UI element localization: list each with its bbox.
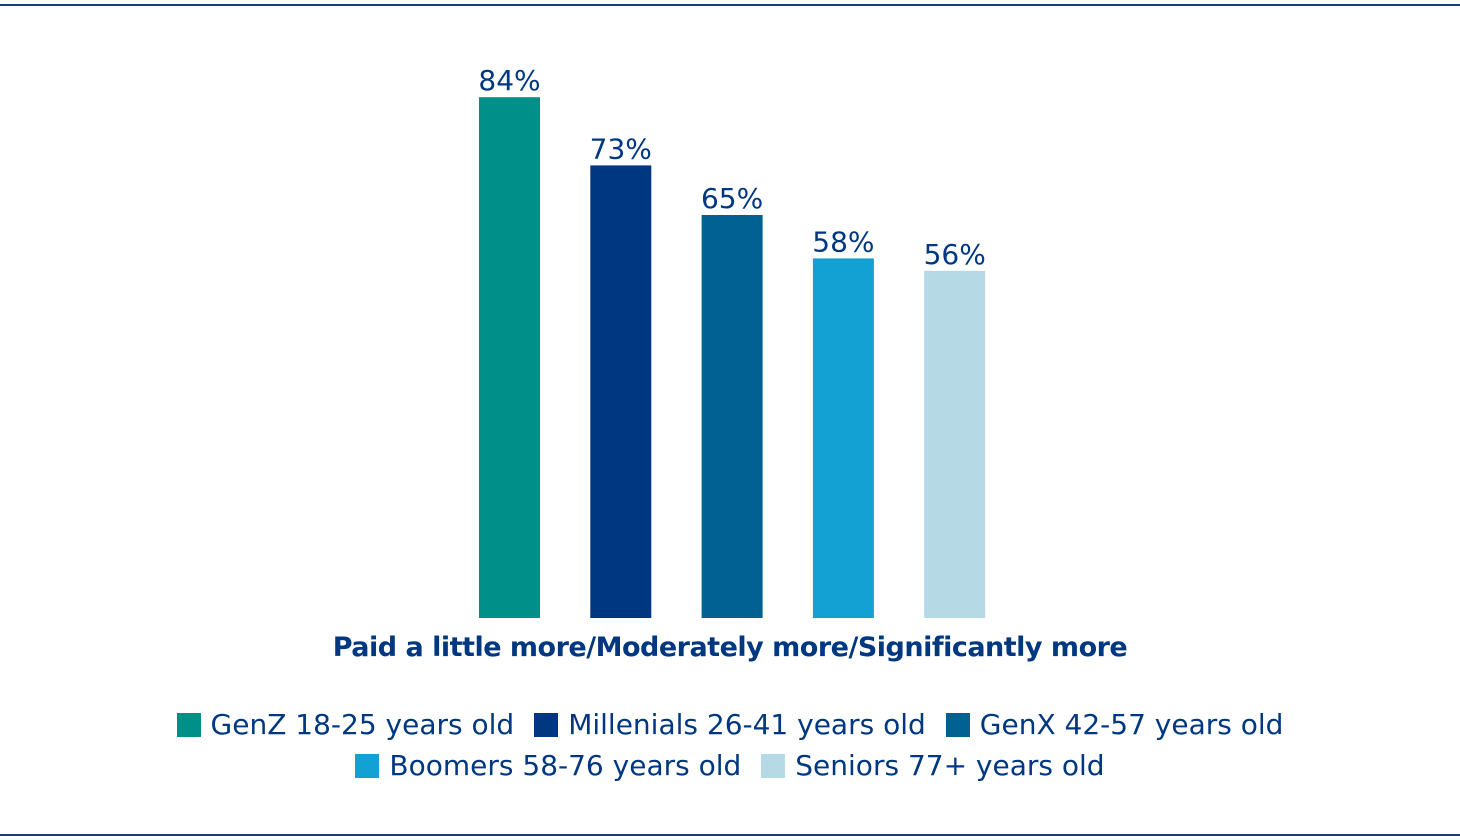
legend-item-millenials: Millenials 26-41 years old	[534, 704, 926, 745]
data-label: 56%	[924, 238, 986, 271]
legend-swatch	[176, 712, 201, 737]
legend-row-2: Boomers 58-76 years old Seniors 77+ year…	[0, 745, 1460, 786]
bar-2	[590, 165, 652, 618]
legend-row-1: GenZ 18-25 years old Millenials 26-41 ye…	[0, 704, 1460, 745]
legend-item-genx: GenX 42-57 years old	[945, 704, 1284, 745]
legend-item-genz: GenZ 18-25 years old	[176, 704, 515, 745]
bar-3	[701, 215, 763, 618]
bar-5	[924, 270, 986, 618]
bar-1	[479, 97, 540, 618]
legend-label: Millenials 26-41 years old	[568, 708, 926, 741]
data-label: 65%	[701, 182, 763, 215]
legend-label: GenX 42-57 years old	[979, 708, 1284, 741]
legend-swatch	[355, 753, 380, 778]
legend-item-boomers: Boomers 58-76 years old	[355, 745, 741, 786]
x-axis-label: Paid a little more/Moderately more/Signi…	[332, 632, 1128, 663]
top-rule	[0, 4, 1460, 6]
legend-swatch	[945, 712, 970, 737]
bottom-rule	[0, 834, 1460, 836]
bar-4	[812, 258, 874, 618]
legend-item-seniors: Seniors 77+ years old	[761, 745, 1105, 786]
legend-label: GenZ 18-25 years old	[210, 708, 515, 741]
data-label: 58%	[812, 225, 874, 258]
legend-label: Seniors 77+ years old	[795, 749, 1105, 782]
data-label: 73%	[590, 132, 652, 165]
legend-swatch	[534, 712, 559, 737]
legend-swatch	[761, 753, 786, 778]
legend: GenZ 18-25 years old Millenials 26-41 ye…	[0, 704, 1460, 786]
data-label: 84%	[478, 64, 540, 97]
legend-label: Boomers 58-76 years old	[389, 749, 742, 782]
